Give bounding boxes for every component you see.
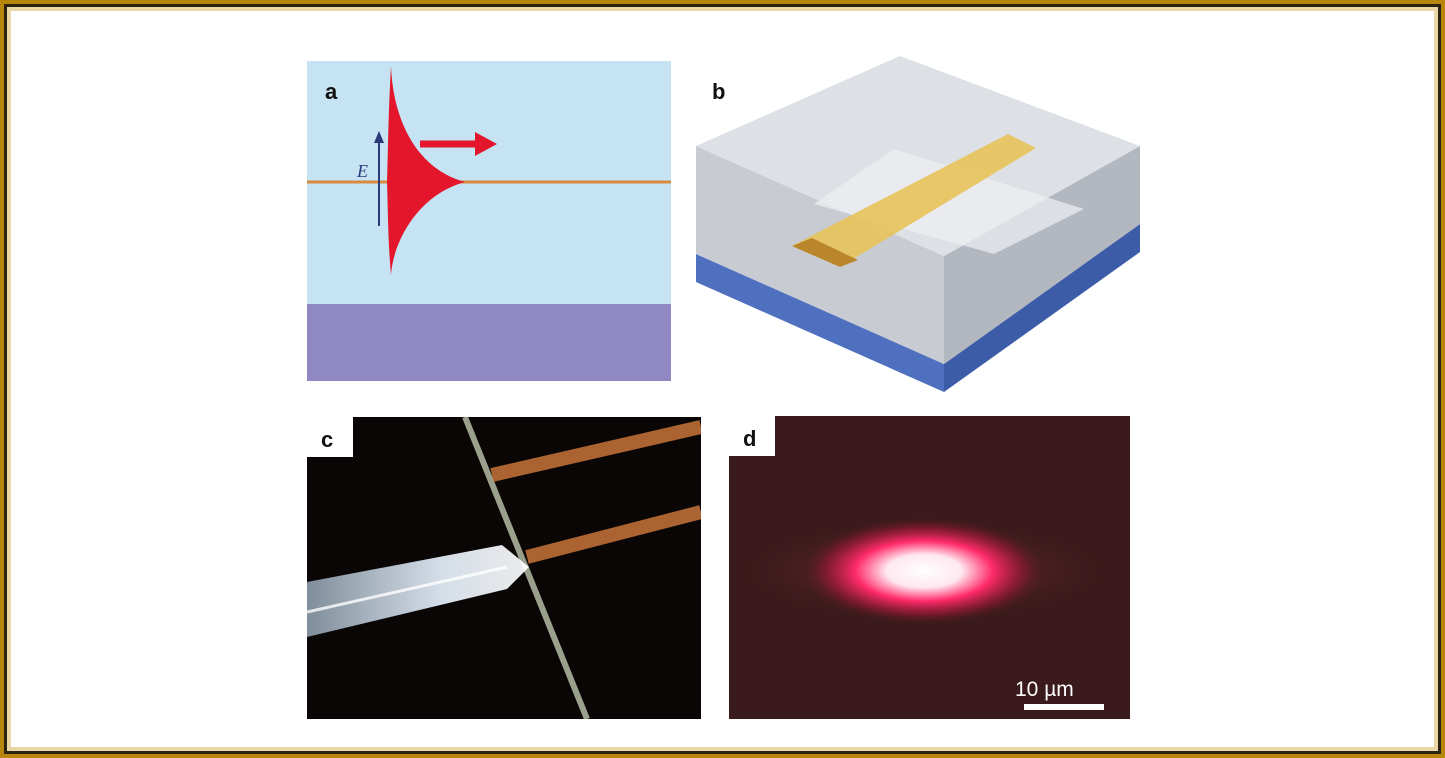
panel-b: b [694,54,1144,394]
box-right-face [944,146,1140,364]
electrode-upper [490,420,701,482]
propagation-arrow-icon [475,132,497,156]
mode-profile [387,66,465,275]
substrate-layer [307,304,671,381]
inner-slab [814,149,1084,254]
device-3d-diagram [696,56,1140,392]
blue-base-left [696,254,944,392]
panel-label-c-box [307,417,353,457]
waveguide-diagram [307,66,671,381]
emission-spot [799,516,1049,626]
electrode-lower [525,505,701,564]
panel-label-a: a [325,79,338,104]
panel-label-d: d [743,426,757,451]
panel-label-c: c [321,427,334,452]
panel-c: c [307,417,701,719]
tapered-fiber-tip [307,545,529,637]
emission-image [729,516,1124,710]
e-field-arrow-head [374,131,384,143]
blue-base-right [944,224,1140,392]
gold-strip [792,134,1036,267]
fiber-micrograph [307,417,701,719]
fiber-highlight [307,565,508,614]
scale-bar [1024,704,1104,710]
panel-a: a E [307,61,671,381]
gold-strip-end [792,238,858,267]
panel-d: d 10 µm [729,416,1130,719]
panel-label-d-box [729,416,775,456]
e-field-label: E [357,161,368,181]
panel-label-b: b [712,79,726,104]
scale-bar-label: 10 µm [1015,678,1074,701]
